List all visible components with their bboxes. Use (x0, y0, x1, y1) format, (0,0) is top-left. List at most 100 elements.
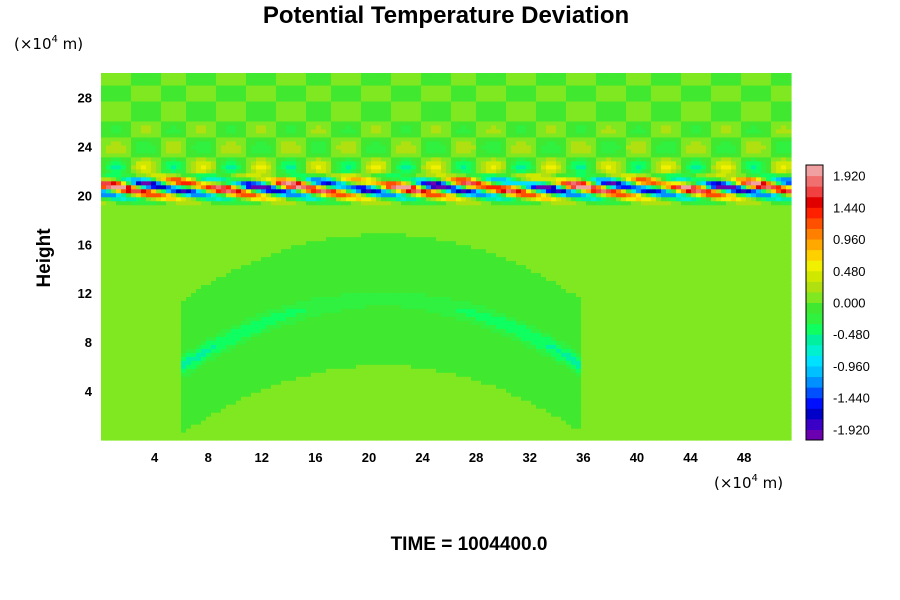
heatmap-cell (166, 432, 172, 437)
heatmap-cell (301, 316, 307, 321)
heatmap-cell (461, 296, 467, 301)
heatmap-cell (551, 304, 557, 309)
heatmap-cell (291, 384, 297, 389)
heatmap-cell (191, 396, 197, 401)
heatmap-cell (351, 300, 357, 305)
heatmap-cell (361, 400, 367, 405)
heatmap-cell (476, 360, 482, 365)
heatmap-cell (181, 420, 187, 425)
heatmap-cell (181, 408, 187, 413)
heatmap-cell (396, 348, 402, 353)
heatmap-cell (251, 436, 257, 441)
heatmap-cell (161, 364, 167, 369)
heatmap-cell (746, 420, 752, 425)
heatmap-cell (746, 348, 752, 353)
heatmap-cell (366, 360, 372, 365)
heatmap-cell (146, 412, 152, 417)
heatmap-cell (286, 408, 292, 413)
heatmap-cell (321, 360, 327, 365)
heatmap-cell (371, 296, 377, 301)
heatmap-cell (216, 384, 222, 389)
heatmap-cell (201, 316, 207, 321)
heatmap-cell (681, 348, 687, 353)
heatmap-cell (196, 292, 202, 297)
heatmap-cell (296, 328, 302, 333)
heatmap-cell (391, 384, 397, 389)
heatmap-cell (556, 316, 562, 321)
heatmap-cell (716, 392, 722, 397)
heatmap-cell (221, 436, 227, 441)
heatmap-cell (236, 428, 242, 433)
heatmap-cell (726, 312, 732, 317)
heatmap-cell (516, 356, 522, 361)
heatmap-cell (656, 376, 662, 381)
heatmap-cell (586, 420, 592, 425)
heatmap-cell (701, 376, 707, 381)
heatmap-cell (186, 312, 192, 317)
heatmap-cell (391, 396, 397, 401)
heatmap-cell (696, 332, 702, 337)
heatmap-cell (351, 416, 357, 421)
heatmap-cell (701, 324, 707, 329)
heatmap-cell (106, 364, 112, 369)
heatmap-cell (166, 340, 172, 345)
heatmap-cell (316, 400, 322, 405)
heatmap-cell (266, 404, 272, 409)
heatmap-cell (241, 372, 247, 377)
heatmap-cell (171, 296, 177, 301)
heatmap-cell (411, 300, 417, 305)
heatmap-cell (631, 296, 637, 301)
heatmap-cell (561, 364, 567, 369)
heatmap-cell (321, 304, 327, 309)
heatmap-cell (301, 328, 307, 333)
heatmap-cell (291, 408, 297, 413)
heatmap-cell (176, 316, 182, 321)
heatmap-cell (421, 384, 427, 389)
heatmap-cell (156, 356, 162, 361)
heatmap-cell (356, 308, 362, 313)
heatmap-cell (206, 316, 212, 321)
heatmap-cell (416, 424, 422, 429)
heatmap-cell (446, 336, 452, 341)
heatmap-cell (346, 348, 352, 353)
heatmap-cell (206, 324, 212, 329)
heatmap-cell (681, 340, 687, 345)
heatmap-cell (611, 332, 617, 337)
heatmap-cell (631, 376, 637, 381)
heatmap-cell (726, 408, 732, 413)
heatmap-cell (511, 396, 517, 401)
heatmap-cell (326, 312, 332, 317)
heatmap-cell (256, 392, 262, 397)
heatmap-cell (341, 340, 347, 345)
heatmap-cell (566, 308, 572, 313)
heatmap-cell (196, 340, 202, 345)
heatmap-cell (136, 328, 142, 333)
heatmap-cell (611, 336, 617, 341)
heatmap-cell (501, 400, 507, 405)
heatmap-cell (326, 304, 332, 309)
heatmap-cell (556, 328, 562, 333)
heatmap-cell (176, 300, 182, 305)
heatmap-cell (366, 368, 372, 373)
heatmap-cell (181, 404, 187, 409)
heatmap-cell (621, 304, 627, 309)
heatmap-cell (556, 408, 562, 413)
heatmap-cell (216, 436, 222, 441)
heatmap-cell (651, 356, 657, 361)
heatmap-cell (246, 412, 252, 417)
heatmap-cell (476, 392, 482, 397)
heatmap-cell (511, 428, 517, 433)
heatmap-cell (721, 332, 727, 337)
heatmap-cell (306, 428, 312, 433)
heatmap-cell (651, 308, 657, 313)
heatmap-cell (761, 332, 767, 337)
heatmap-cell (151, 348, 157, 353)
heatmap-cell (546, 412, 552, 417)
heatmap-cell (586, 344, 592, 349)
heatmap-cell (156, 368, 162, 373)
heatmap-cell (671, 336, 677, 341)
heatmap-cell (576, 368, 582, 373)
heatmap-cell (156, 380, 162, 385)
heatmap-cell (126, 328, 132, 333)
heatmap-cell (481, 396, 487, 401)
